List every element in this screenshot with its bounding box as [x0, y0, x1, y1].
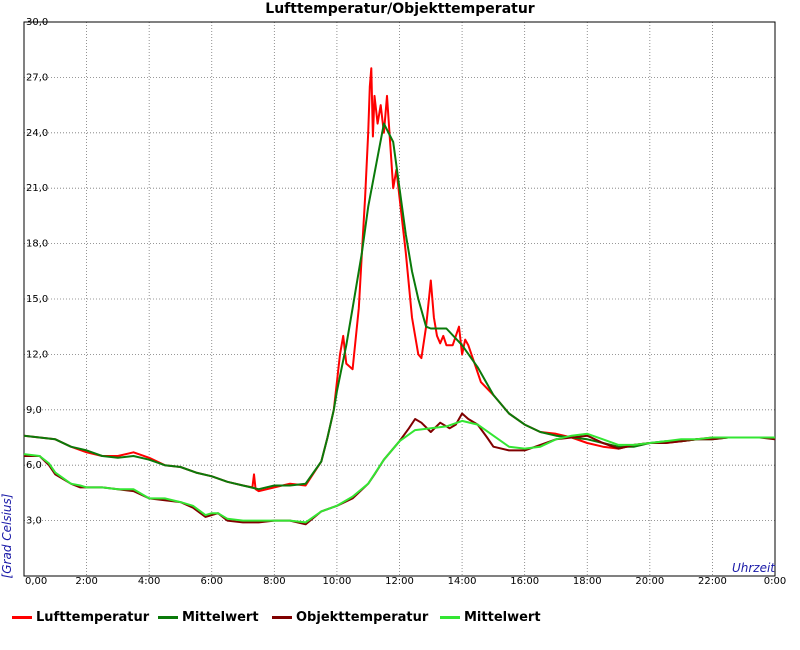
x-tick-label: 8:00 — [263, 576, 285, 587]
legend-item-lufttemperatur[interactable]: Lufttemperatur — [12, 606, 149, 628]
legend-swatch — [12, 615, 32, 619]
y-tick-label: 6,0 — [26, 460, 42, 471]
x-tick-label: 18:00 — [573, 576, 602, 587]
y-tick-label: 18,0 — [26, 239, 48, 250]
x-axis-label: Uhrzeit — [732, 561, 776, 575]
y-tick-label: 15,0 — [26, 294, 48, 305]
x-tick-label: 14:00 — [448, 576, 477, 587]
y-tick-label: 21,0 — [26, 183, 48, 194]
y-axis-ticks: 3,0 6,0 9,0 12,0 15,0 18,0 21,0 24,0 27,0 30,0 — [26, 17, 48, 527]
plot-area — [23, 21, 776, 577]
legend-label: Mittelwert — [464, 609, 541, 625]
chart-title: Lufttemperatur/Objekttemperatur — [265, 1, 535, 17]
legend-item-objekttemperatur[interactable]: Objekttemperatur — [272, 606, 428, 628]
y-tick-label: 30,0 — [26, 17, 48, 28]
x-tick-label: 2:00 — [75, 576, 97, 587]
legend-label: Objekttemperatur — [296, 609, 429, 625]
x-tick-label: 6:00 — [201, 576, 223, 587]
y-tick-label: 3,0 — [26, 516, 42, 527]
y-axis-label: [Grad Celsius] — [0, 493, 14, 578]
legend-label: Mittelwert — [182, 609, 259, 625]
legend-swatch — [440, 615, 460, 619]
y-tick-label: 24,0 — [26, 128, 48, 139]
legend-swatch — [158, 615, 178, 619]
x-axis-ticks: 0,00 2:00 4:00 6:00 8:00 10:00 12:00 14:00 16:00… — [25, 576, 786, 587]
x-tick-label: 4:00 — [138, 576, 160, 587]
x-tick-label: 20:00 — [635, 576, 664, 587]
x-tick-label: 0,00 — [25, 576, 47, 587]
series-line-3 — [23, 419, 775, 524]
legend-label: Lufttemperatur — [36, 609, 150, 625]
y-tick-label: 27,0 — [26, 72, 48, 83]
x-tick-label: 16:00 — [510, 576, 539, 587]
legend-item-mittelwert-luft[interactable]: Mittelwert — [158, 606, 259, 628]
x-tick-label: 22:00 — [698, 576, 727, 587]
legend-item-mittelwert-objekt[interactable]: Mittelwert — [440, 606, 541, 628]
legend: Lufttemperatur Mittelwert Objekttemperat… — [0, 606, 800, 628]
y-tick-label: 9,0 — [26, 405, 42, 416]
x-tick-label: 0:00 — [764, 576, 786, 587]
x-tick-label: 10:00 — [323, 576, 352, 587]
legend-swatch — [272, 615, 292, 619]
y-tick-label: 12,0 — [26, 349, 48, 360]
series-group — [23, 67, 776, 526]
x-tick-label: 12:00 — [385, 576, 414, 587]
